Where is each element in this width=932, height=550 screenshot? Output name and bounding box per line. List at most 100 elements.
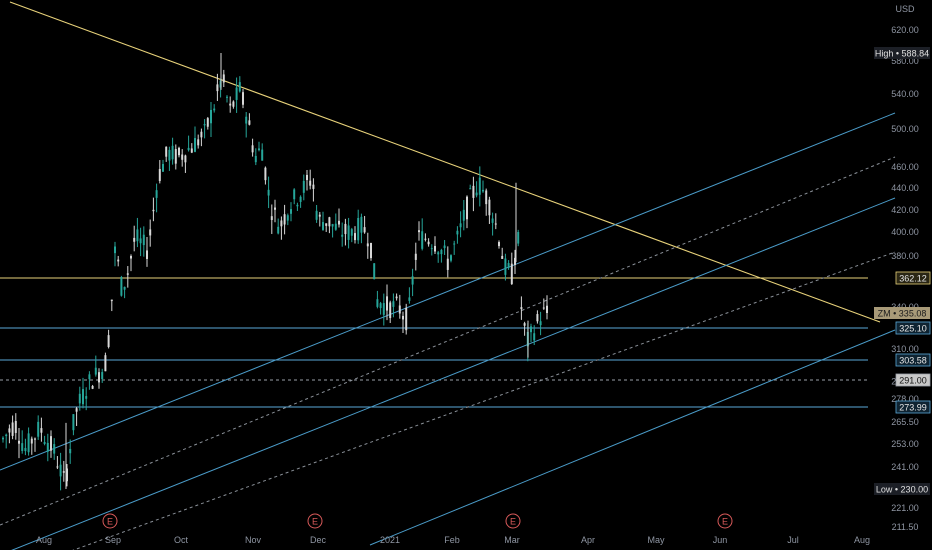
candle-body xyxy=(187,147,190,151)
candle-body xyxy=(370,242,372,259)
y-tick-label: 440.00 xyxy=(891,183,919,193)
level-tag-text: 325.10 xyxy=(899,324,927,334)
candle-body xyxy=(363,227,366,233)
level-tag-bg xyxy=(895,353,931,367)
channel-line xyxy=(0,156,896,526)
earnings-marker xyxy=(102,513,118,529)
candle-body xyxy=(507,263,510,268)
candle-body xyxy=(341,234,344,237)
x-tick-label: Dec xyxy=(310,535,327,545)
candle-body xyxy=(21,443,24,451)
candle-body xyxy=(459,223,462,228)
x-tick-label: Feb xyxy=(444,535,460,545)
candle-body xyxy=(386,296,388,311)
x-tick-label: May xyxy=(647,535,665,545)
candle-body xyxy=(178,147,180,156)
x-tick-label: Apr xyxy=(581,535,595,545)
candle-body xyxy=(43,441,46,444)
candle-body xyxy=(414,253,417,260)
y-tick-label: 221.00 xyxy=(891,503,919,513)
candle-body xyxy=(69,448,72,454)
y-tick-label: 580.00 xyxy=(891,56,919,66)
candle-body xyxy=(389,302,392,319)
candle-body xyxy=(114,246,116,254)
currency-label: USD xyxy=(895,4,915,14)
candle-body xyxy=(171,145,174,160)
earnings-marker xyxy=(717,513,733,529)
candle-body xyxy=(274,207,276,210)
candle-body xyxy=(158,168,161,182)
candle-body xyxy=(232,101,235,107)
price-tags: High • 588.84 Low • 230.00 ZM • 335.08 362.… xyxy=(874,47,931,495)
candle-body xyxy=(434,245,436,252)
earnings-marker-label: E xyxy=(312,517,318,527)
candle-body xyxy=(488,199,491,216)
earnings-marker-label: E xyxy=(107,517,113,527)
y-tick-label: 460.00 xyxy=(891,162,919,172)
candle-body xyxy=(283,214,286,225)
candle-body xyxy=(136,229,139,242)
channel-line xyxy=(369,329,896,546)
candle-body xyxy=(462,209,465,221)
candle-body xyxy=(382,303,385,315)
candle-body xyxy=(325,223,328,226)
candle-body xyxy=(24,447,27,452)
candle-body xyxy=(130,256,132,259)
candle-body xyxy=(235,87,238,100)
x-tick-label: Sep xyxy=(105,535,121,545)
channel-line xyxy=(72,251,896,550)
y-tick-label: 253.00 xyxy=(891,439,919,449)
candle-body xyxy=(501,255,504,259)
y-tick-label: 380.00 xyxy=(891,251,919,261)
high-tag-text: High • 588.84 xyxy=(875,49,929,59)
candle-body xyxy=(392,301,395,307)
candle-body xyxy=(66,468,68,482)
candle-body xyxy=(216,84,219,92)
candle-body xyxy=(242,92,244,105)
y-tick-label: 400.00 xyxy=(891,227,919,237)
candle-body xyxy=(469,188,472,190)
candle-body xyxy=(398,305,401,314)
level-tag-bg xyxy=(895,271,931,285)
x-axis: Aug Sep Oct Nov Dec 2021 Feb Mar Apr May Jun Jul Aug xyxy=(36,535,870,545)
y-tick-label: 241.00 xyxy=(891,462,919,472)
candle-body xyxy=(56,466,59,468)
candle-body xyxy=(402,315,404,320)
candle-body xyxy=(206,118,209,127)
level-tag-bg xyxy=(895,373,931,387)
candle-body xyxy=(200,131,203,138)
earnings-marker xyxy=(307,513,323,529)
candle-body xyxy=(443,245,446,249)
candle-body xyxy=(357,217,360,241)
candle-body xyxy=(146,250,148,259)
candle-body xyxy=(88,374,91,380)
candle-body xyxy=(142,234,145,246)
candle-body xyxy=(107,335,110,348)
x-tick-label: Mar xyxy=(504,535,520,545)
candle-body xyxy=(248,120,251,125)
candle-body xyxy=(168,149,171,161)
current-tag-bg xyxy=(874,307,930,319)
candle-body xyxy=(82,389,84,405)
x-tick-label: Nov xyxy=(245,535,262,545)
candle-body xyxy=(14,420,17,433)
candle-body xyxy=(91,385,94,389)
candle-body xyxy=(290,209,292,214)
candle-body xyxy=(530,326,532,333)
candle-body xyxy=(533,333,536,341)
candle-body xyxy=(277,226,280,234)
candle-body xyxy=(347,225,350,240)
candle-body xyxy=(75,408,78,412)
candle-body xyxy=(190,148,193,153)
candle-body xyxy=(517,232,520,244)
candle-body xyxy=(120,276,123,296)
descending-trendline xyxy=(9,1,881,323)
candle-body xyxy=(267,189,270,196)
candle-body xyxy=(78,393,81,404)
level-tag-text: 291.00 xyxy=(899,376,927,386)
candle-body xyxy=(306,174,308,181)
candle-body xyxy=(210,109,212,124)
candle-body xyxy=(110,299,113,302)
